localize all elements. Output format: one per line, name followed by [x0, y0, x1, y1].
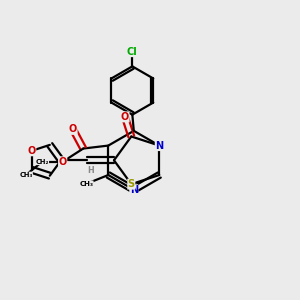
Text: O: O [58, 157, 67, 167]
Text: S: S [128, 179, 135, 189]
Text: O: O [28, 146, 36, 156]
Text: N: N [130, 185, 138, 195]
Text: O: O [121, 112, 129, 122]
Text: H: H [87, 166, 94, 175]
Text: Cl: Cl [127, 47, 138, 57]
Text: O: O [69, 124, 77, 134]
Text: CH₃: CH₃ [79, 181, 93, 187]
Text: N: N [155, 141, 164, 151]
Text: CH₃: CH₃ [19, 172, 32, 178]
Text: CH₂: CH₂ [35, 159, 49, 165]
